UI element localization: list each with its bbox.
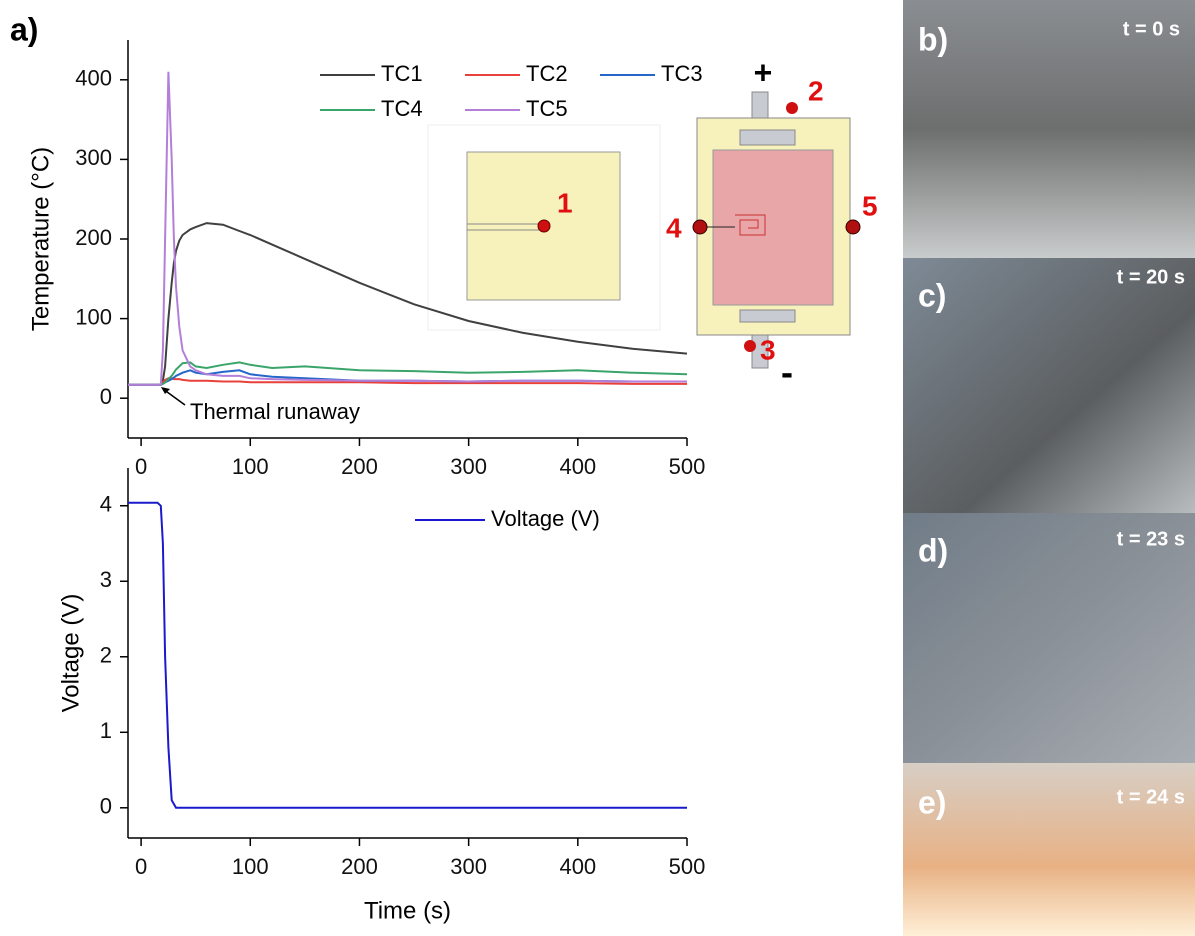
legend-label: TC4 bbox=[381, 96, 423, 121]
x-tick-label: 0 bbox=[135, 454, 147, 479]
sensor bbox=[845, 219, 861, 235]
x-tick-label: 300 bbox=[450, 454, 487, 479]
y-tick-label: 100 bbox=[75, 304, 112, 329]
series-line bbox=[128, 222, 688, 386]
y-tick-label: 2 bbox=[100, 643, 112, 668]
photo bbox=[903, 0, 1195, 258]
sensor bbox=[786, 102, 798, 114]
y-axis-title: Temperature (°C) bbox=[27, 147, 54, 331]
legend-label: TC2 bbox=[526, 61, 568, 86]
legend-label: TC1 bbox=[381, 61, 423, 86]
inset-right: 2 3 4 5 + - bbox=[665, 54, 878, 393]
time-label: t = 23 s bbox=[1117, 528, 1185, 550]
tab bbox=[739, 129, 796, 146]
sensor bbox=[537, 219, 551, 233]
x-tick-label: 400 bbox=[559, 454, 596, 479]
legend-label: TC3 bbox=[661, 61, 703, 86]
y-tick-label: 3 bbox=[100, 567, 112, 592]
time-label: t = 20 s bbox=[1117, 266, 1185, 288]
panel-label: d) bbox=[918, 532, 948, 568]
heater bbox=[735, 214, 766, 236]
photo bbox=[903, 513, 1195, 763]
y-axis-title: Voltage (V) bbox=[57, 594, 84, 713]
minus-label: - bbox=[781, 352, 793, 393]
x-tick-label: 500 bbox=[669, 854, 706, 879]
sensor-label: 1 bbox=[557, 187, 573, 218]
y-tick-label: 4 bbox=[100, 492, 112, 517]
legend-label: Voltage (V) bbox=[491, 506, 600, 531]
x-tick-label: 100 bbox=[232, 454, 269, 479]
panel-label: e) bbox=[918, 784, 946, 820]
series-line bbox=[128, 377, 687, 386]
x-tick-label: 200 bbox=[341, 454, 378, 479]
sensor-label: 2 bbox=[808, 75, 824, 106]
sensor bbox=[744, 340, 756, 352]
panel-label: c) bbox=[918, 277, 946, 313]
annotation: Thermal runaway bbox=[190, 399, 360, 424]
sensor-label: 5 bbox=[862, 190, 878, 221]
x-tick-label: 300 bbox=[450, 854, 487, 879]
x-tick-label: 100 bbox=[232, 854, 269, 879]
arrow-head bbox=[161, 387, 170, 394]
x-tick-label: 500 bbox=[669, 454, 706, 479]
inset-left: 1 bbox=[427, 124, 661, 331]
photo bbox=[903, 258, 1195, 513]
x-axis-title: Time (s) bbox=[364, 897, 451, 924]
y-tick-label: 400 bbox=[75, 66, 112, 91]
y-tick-label: 0 bbox=[100, 794, 112, 819]
panel-label: a) bbox=[10, 11, 38, 47]
time-label: t = 24 s bbox=[1117, 786, 1185, 808]
series-line bbox=[128, 71, 687, 386]
time-label: t = 0 s bbox=[1123, 18, 1180, 40]
y-tick-label: 1 bbox=[100, 718, 112, 743]
y-tick-label: 0 bbox=[100, 384, 112, 409]
plus-label: + bbox=[754, 54, 773, 90]
photos: b) t = 0 s c) t = 20 s d) t = 23 s e) t … bbox=[903, 0, 1195, 936]
legend-label: TC5 bbox=[526, 96, 568, 121]
tab bbox=[739, 309, 796, 323]
y-tick-label: 200 bbox=[75, 225, 112, 250]
photo bbox=[903, 763, 1195, 936]
sensor-label: 4 bbox=[666, 212, 682, 243]
series-line bbox=[128, 361, 688, 386]
x-tick-label: 400 bbox=[559, 854, 596, 879]
sensor bbox=[692, 219, 708, 235]
x-tick-label: 0 bbox=[135, 854, 147, 879]
y-tick-label: 300 bbox=[75, 145, 112, 170]
series-line bbox=[128, 501, 687, 809]
panel-label: b) bbox=[918, 21, 948, 57]
sensor-label: 3 bbox=[760, 334, 776, 365]
x-tick-label: 200 bbox=[341, 854, 378, 879]
